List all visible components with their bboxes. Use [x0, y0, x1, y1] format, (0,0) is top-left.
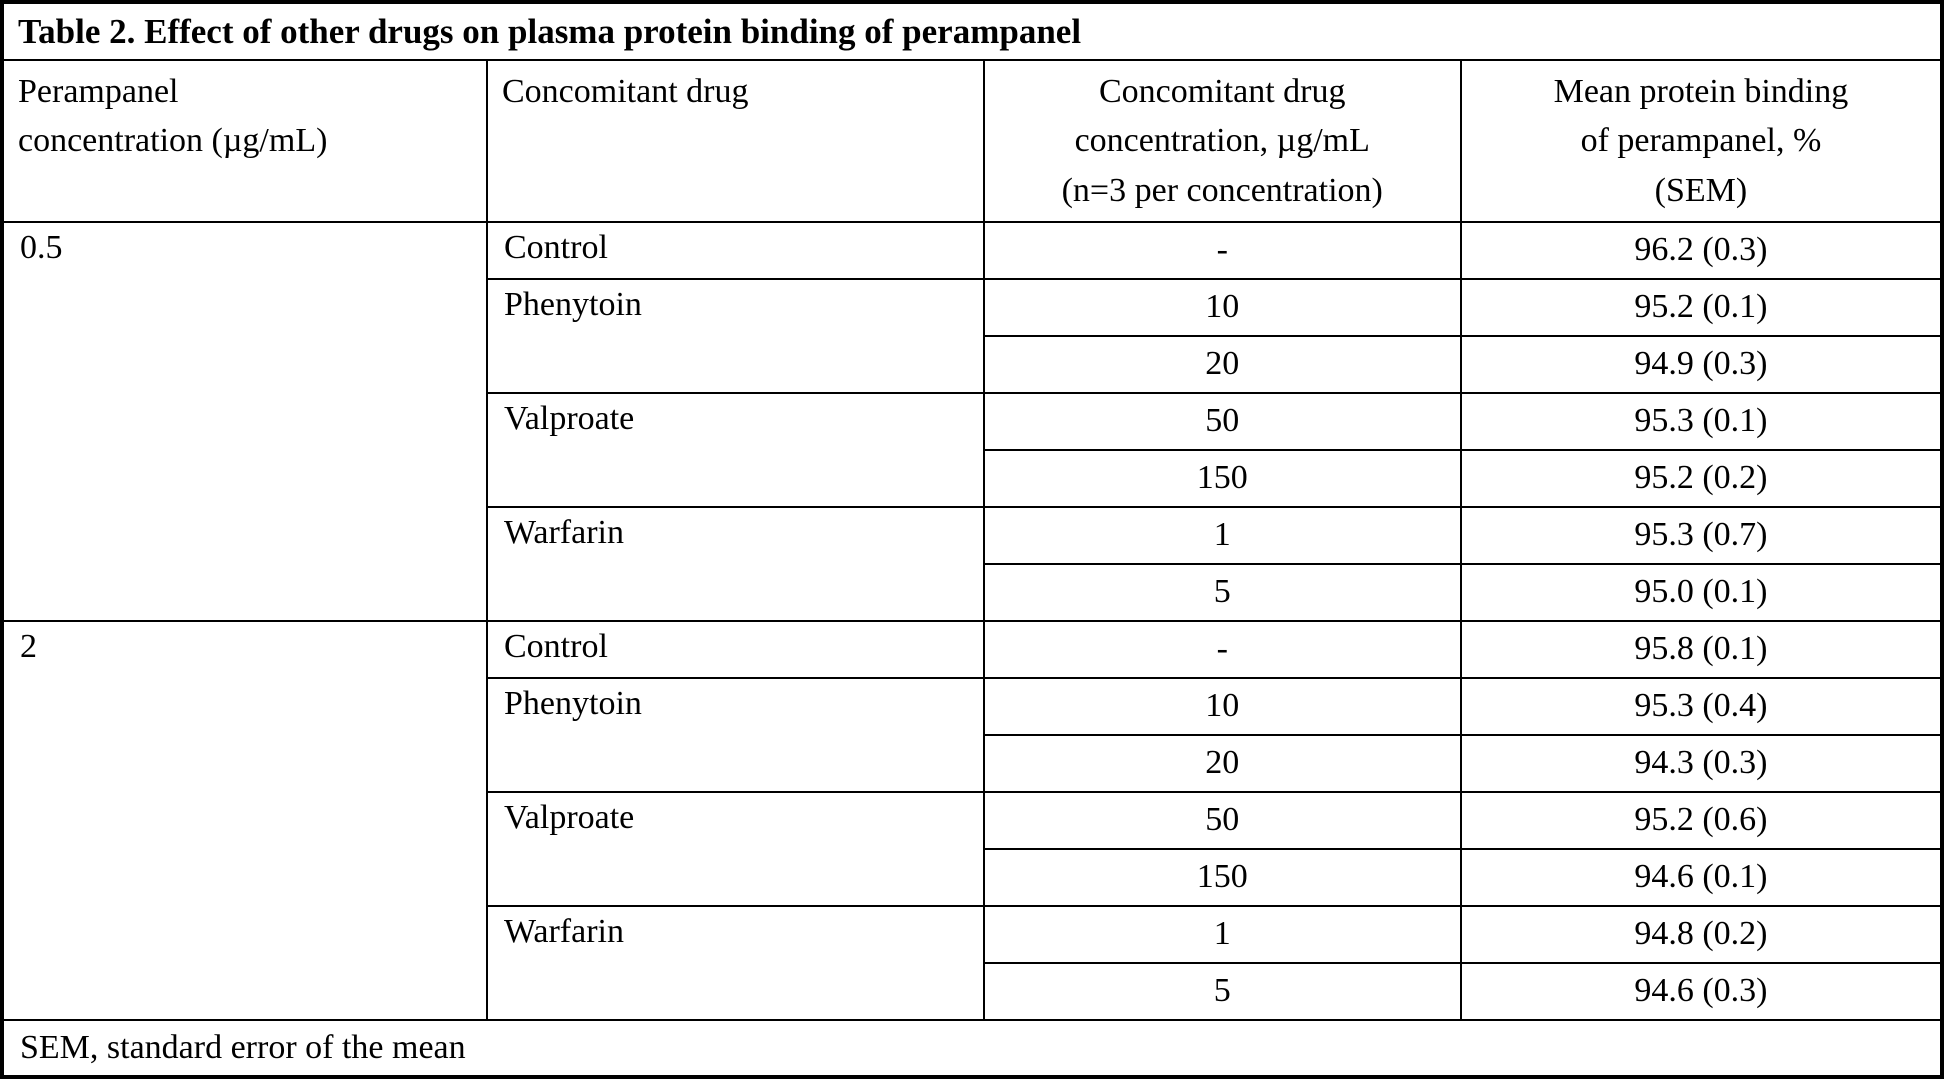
col-header-protein-binding: Mean protein binding of perampanel, % (S…: [1459, 59, 1944, 223]
drug-name-cell: Phenytoin: [486, 676, 985, 793]
drug-concentration-cell: 50: [982, 790, 1462, 850]
table-row: 5 95.0 (0.1): [2, 562, 1944, 622]
table-row: 2 Control - 95.8 (0.1): [1, 619, 1944, 1021]
drug-concentration-cell: -: [982, 220, 1462, 280]
protein-binding-cell: 95.2 (0.2): [1459, 448, 1944, 508]
col-header-drug-concentration: Concomitant drug concentration, µg/mL (n…: [982, 59, 1462, 223]
drug-name-cell: Control: [486, 619, 985, 679]
protein-binding-cell: 95.3 (0.1): [1459, 391, 1944, 451]
drug-name-cell: Control: [486, 220, 985, 280]
drug-concentration-cell: 1: [982, 904, 1462, 964]
protein-binding-cell: 94.8 (0.2): [1459, 904, 1944, 964]
protein-binding-cell: 94.3 (0.3): [1459, 733, 1944, 793]
drug-name-cell: Warfarin: [486, 904, 985, 1021]
perampanel-group-cell: 0.5: [1, 220, 488, 622]
table-row: 20 94.3 (0.3): [2, 733, 1944, 793]
table-row: Warfarin 1 94.8 (0.2): [2, 904, 1944, 1021]
drug-name-cell: Phenytoin: [486, 277, 985, 394]
drug-name-cell: Warfarin: [486, 505, 985, 622]
table-title: Table 2. Effect of other drugs on plasma…: [1, 1, 1943, 61]
protein-binding-cell: 94.9 (0.3): [1459, 334, 1944, 394]
protein-binding-cell: 95.8 (0.1): [1459, 619, 1944, 679]
drug-concentration-cell: -: [982, 619, 1462, 679]
col-header-perampanel-concentration: Perampanel concentration (µg/mL): [1, 59, 488, 223]
drug-concentration-cell: 50: [982, 391, 1462, 451]
table-header-row: Perampanel concentration (µg/mL) Concomi…: [1, 59, 1944, 223]
table-row: Phenytoin 10 95.3 (0.4): [2, 676, 1944, 793]
col-header-concomitant-drug: Concomitant drug: [486, 59, 985, 223]
drug-concentration-cell: 10: [982, 676, 1462, 736]
table-row: 20 94.9 (0.3): [2, 334, 1944, 394]
table-row: Phenytoin 10 95.2 (0.1): [2, 277, 1944, 394]
table-row: 150 94.6 (0.1): [2, 847, 1944, 907]
table-row: 5 94.6 (0.3): [2, 961, 1944, 1021]
protein-binding-cell: 94.6 (0.1): [1459, 847, 1944, 907]
drug-name-cell: Valproate: [486, 790, 985, 907]
drug-concentration-cell: 150: [982, 847, 1462, 907]
drug-concentration-cell: 1: [982, 505, 1462, 565]
table-title-row: Table 2. Effect of other drugs on plasma…: [1, 1, 1943, 61]
drug-name-cell: Valproate: [486, 391, 985, 508]
drug-concentration-cell: 5: [982, 562, 1462, 622]
perampanel-group-cell: 2: [1, 619, 488, 1021]
drug-concentration-cell: 20: [982, 733, 1462, 793]
protein-binding-cell: 94.6 (0.3): [1459, 961, 1944, 1021]
table-row: Valproate 50 95.3 (0.1): [2, 391, 1944, 508]
protein-binding-cell: 95.2 (0.1): [1459, 277, 1944, 337]
table-footnote: SEM, standard error of the mean: [1, 1018, 1943, 1078]
protein-binding-cell: 95.3 (0.7): [1459, 505, 1944, 565]
protein-binding-cell: 95.0 (0.1): [1459, 562, 1944, 622]
protein-binding-cell: 96.2 (0.3): [1459, 220, 1944, 280]
drug-concentration-cell: 20: [982, 334, 1462, 394]
table-row: Warfarin 1 95.3 (0.7): [2, 505, 1944, 622]
protein-binding-cell: 95.2 (0.6): [1459, 790, 1944, 850]
drug-concentration-cell: 10: [982, 277, 1462, 337]
drug-concentration-cell: 5: [982, 961, 1462, 1021]
table-row: Valproate 50 95.2 (0.6): [2, 790, 1944, 907]
table-row: 150 95.2 (0.2): [2, 448, 1944, 508]
protein-binding-cell: 95.3 (0.4): [1459, 676, 1944, 736]
table-row: 0.5 Control - 96.2 (0.3): [1, 220, 1944, 622]
drug-concentration-cell: 150: [982, 448, 1462, 508]
table-footnote-row: SEM, standard error of the mean: [1, 1018, 1943, 1078]
